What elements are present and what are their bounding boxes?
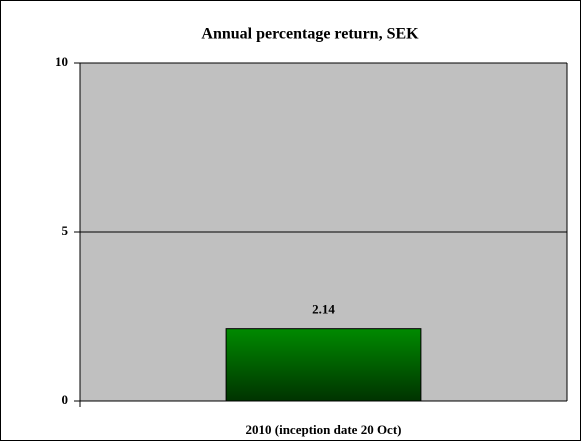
y-tick-label: 10 — [55, 54, 68, 69]
chart-title: Annual percentage return, SEK — [201, 26, 419, 43]
y-tick-label: 0 — [62, 392, 69, 407]
y-tick-label: 5 — [62, 223, 69, 238]
x-tick-label: 2010 (inception date 20 Oct) — [246, 422, 402, 437]
data-label: 2.14 — [312, 302, 335, 317]
bar — [225, 328, 422, 402]
